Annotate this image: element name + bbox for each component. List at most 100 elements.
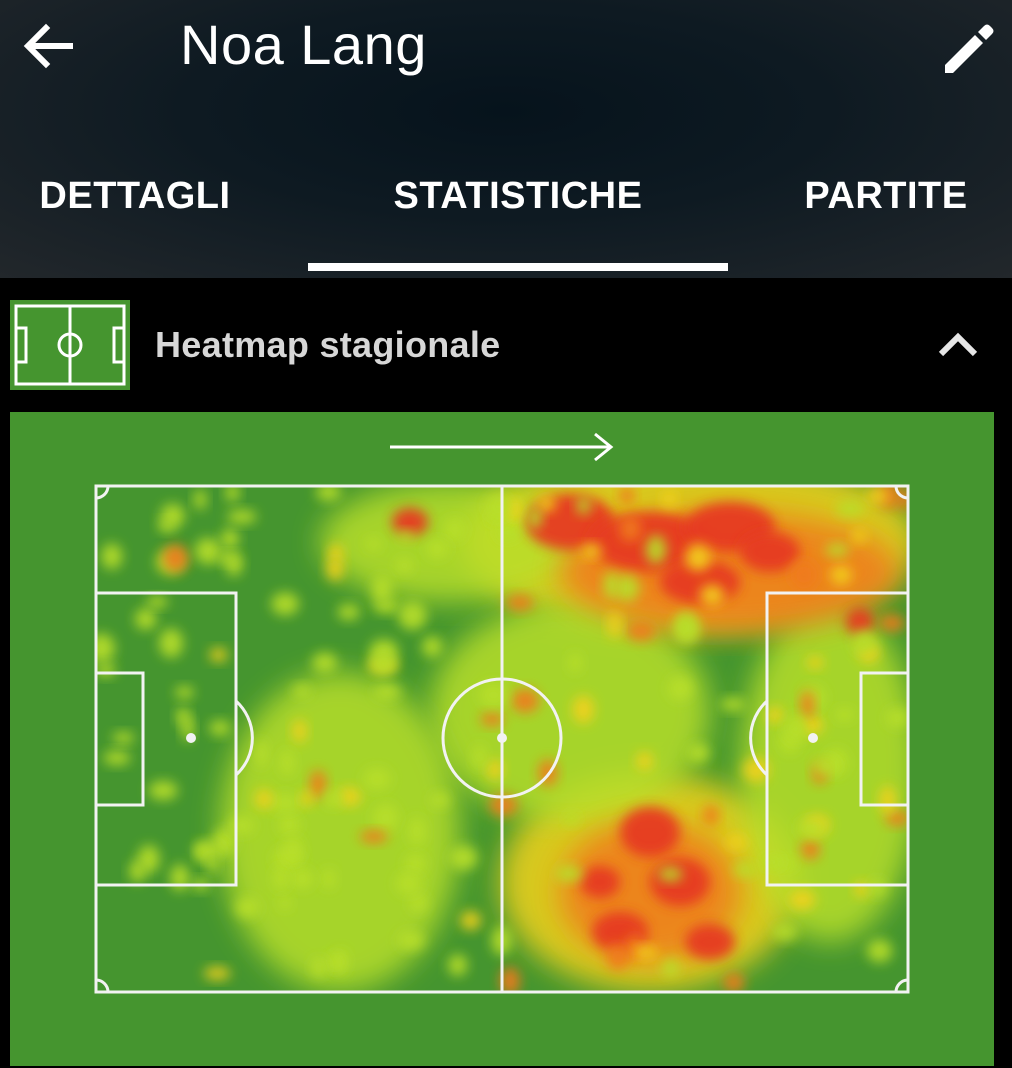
- attack-direction-arrow: [390, 432, 614, 462]
- heat-blob: [812, 757, 839, 776]
- heat-blob: [852, 528, 866, 544]
- heat-blob: [603, 571, 620, 600]
- heat-blob: [636, 751, 653, 771]
- heat-blob: [206, 855, 219, 873]
- heat-blob: [283, 836, 303, 864]
- heat-blob: [292, 719, 307, 743]
- heat-blob: [157, 519, 176, 533]
- heat-blob: [254, 738, 268, 768]
- heat-blob: [363, 767, 391, 791]
- heat-blob: [614, 574, 640, 602]
- heat-blob: [396, 557, 413, 574]
- heat-blob: [801, 839, 820, 860]
- edit-button[interactable]: [934, 12, 1004, 82]
- heat-blob: [685, 543, 712, 571]
- heat-blob: [397, 530, 415, 543]
- heat-blob: [96, 633, 115, 664]
- heat-blob: [790, 559, 818, 590]
- heat-blob: [449, 845, 478, 871]
- heat-blob: [506, 497, 522, 522]
- heat-blob: [784, 714, 807, 743]
- heat-blob: [568, 652, 582, 673]
- heat-blob: [408, 816, 426, 847]
- heat-blob: [460, 910, 482, 931]
- active-tab-indicator: [308, 263, 728, 271]
- heatmap-section-header[interactable]: Heatmap stagionale: [0, 294, 1012, 398]
- heat-blob: [225, 486, 240, 503]
- heat-blob: [619, 487, 635, 505]
- heat-blob: [878, 614, 905, 632]
- heat-blob: [480, 712, 504, 726]
- heat-blob: [761, 855, 784, 869]
- heat-blob: [134, 608, 157, 630]
- heat-blob: [228, 816, 255, 835]
- tab-partite[interactable]: PARTITE: [804, 175, 968, 217]
- pitch-spots: [186, 733, 818, 743]
- heat-blob: [699, 584, 725, 607]
- heat-blob: [472, 744, 487, 770]
- heat-blob: [658, 866, 683, 882]
- heat-blob: [789, 889, 816, 910]
- heat-blob: [505, 594, 534, 611]
- heat-blob: [724, 835, 748, 850]
- chevron-up-icon[interactable]: [930, 320, 986, 370]
- heat-blob: [216, 552, 241, 565]
- heat-blob: [673, 612, 694, 643]
- heat-blob: [619, 515, 642, 542]
- heat-blob: [146, 595, 168, 608]
- heat-blob: [279, 749, 295, 776]
- tab-dettagli[interactable]: DETTAGLI: [39, 175, 231, 217]
- heat-blob: [366, 537, 382, 551]
- heatmap-panel: [10, 412, 994, 1066]
- heat-blob: [255, 789, 273, 809]
- heat-blob: [576, 497, 591, 515]
- heat-blob: [606, 943, 630, 971]
- heat-blob: [625, 620, 656, 642]
- heat-blob: [337, 787, 362, 807]
- heat-blob: [101, 543, 123, 570]
- heat-blob: [885, 810, 908, 826]
- heat-blob: [661, 959, 680, 978]
- heat-layer: [96, 486, 908, 992]
- heat-blob: [273, 865, 289, 891]
- heatmap-graphic: [94, 432, 910, 994]
- section-title: Heatmap stagionale: [155, 324, 501, 365]
- heat-blob: [607, 610, 622, 639]
- heat-blob: [723, 972, 745, 992]
- heat-blob: [203, 966, 231, 980]
- tab-statistiche[interactable]: STATISTICHE: [393, 175, 643, 217]
- heat-blob: [292, 684, 311, 698]
- heat-blob: [580, 866, 620, 898]
- heat-blob: [129, 860, 146, 883]
- heat-blob: [447, 954, 468, 977]
- heat-blob: [328, 953, 342, 972]
- back-button[interactable]: [16, 14, 80, 78]
- heat-blob: [392, 508, 428, 536]
- heat-blob: [620, 807, 680, 857]
- heat-blob: [489, 794, 518, 816]
- heat-blob: [395, 872, 422, 895]
- pitch-icon: [10, 300, 130, 390]
- heat-blob: [834, 707, 855, 722]
- heat-blob: [650, 858, 710, 906]
- heat-blob: [209, 647, 228, 662]
- heat-blob: [866, 939, 893, 963]
- heat-blob: [404, 853, 426, 874]
- heat-blob: [662, 489, 677, 508]
- heat-blob: [771, 923, 798, 941]
- heat-blob: [797, 819, 826, 838]
- heat-blob: [425, 539, 450, 559]
- heat-blob: [170, 864, 190, 892]
- heat-blob: [572, 695, 595, 724]
- heat-blob: [565, 813, 579, 826]
- heat-blob: [322, 790, 344, 808]
- heat-blob: [686, 743, 710, 763]
- heat-blob: [429, 792, 450, 808]
- heat-blob: [742, 757, 770, 783]
- heat-blob: [397, 930, 425, 951]
- heat-blob: [511, 688, 540, 713]
- heat-blob: [176, 706, 190, 727]
- heat-blob: [369, 652, 397, 676]
- heat-blob: [632, 945, 658, 959]
- heat-blob: [581, 544, 603, 558]
